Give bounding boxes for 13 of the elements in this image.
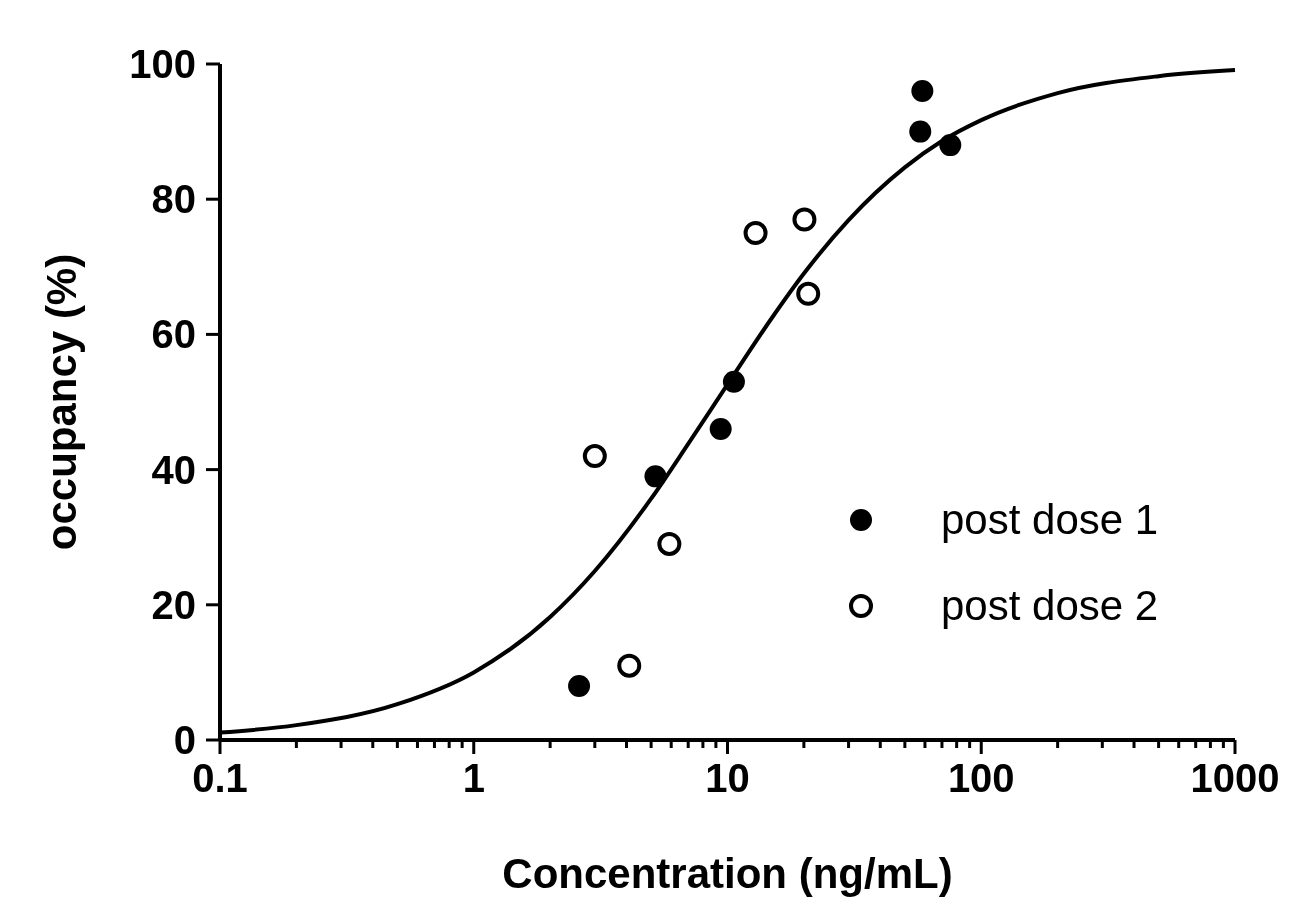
y-tick-label: 20 (151, 582, 196, 627)
x-tick-label: 1 (462, 756, 485, 800)
y-axis-title: occupancy (%) (38, 253, 85, 551)
legend-label: post dose 1 (941, 496, 1159, 543)
y-tick-label: 80 (151, 177, 196, 222)
x-tick-label: 100 (947, 756, 1015, 800)
x-tick-label: 1000 (1190, 756, 1280, 800)
x-axis-title: Concentration (ng/mL) (502, 850, 953, 897)
y-tick-label: 100 (129, 42, 196, 86)
x-tick-label: 10 (705, 756, 750, 800)
y-tick-label: 40 (151, 447, 196, 492)
y-tick-label: 60 (151, 312, 196, 357)
legend-label: post dose 2 (941, 582, 1159, 629)
